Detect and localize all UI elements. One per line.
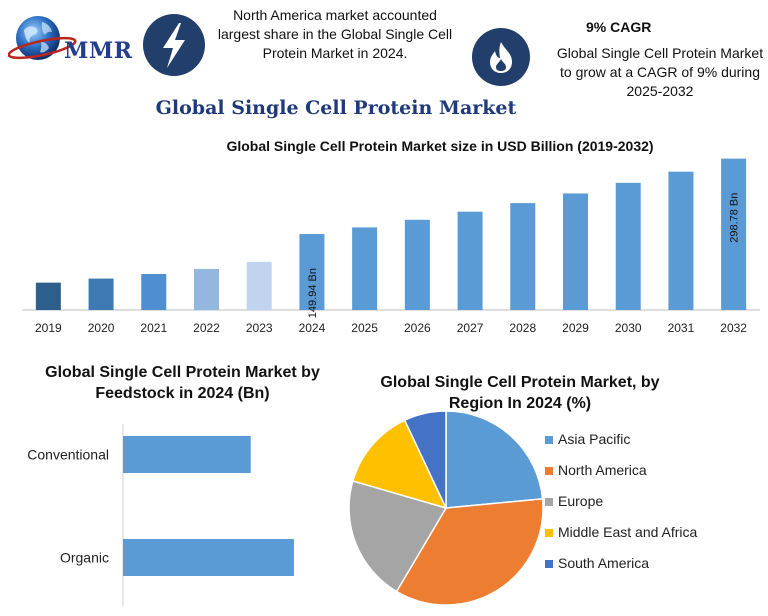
- bar-2026: [404, 219, 430, 310]
- bar-2031: [668, 171, 694, 310]
- slice-north-america: [395, 498, 544, 606]
- x-tick-2027: 2027: [457, 321, 484, 335]
- x-tick-2022: 2022: [193, 321, 220, 335]
- x-tick-2019: 2019: [35, 321, 62, 335]
- legend-label-south-america: South America: [558, 555, 649, 571]
- bar-2030: [615, 182, 641, 310]
- legend-label-asia-pacific: Asia Pacific: [558, 431, 630, 447]
- bar-2022: [194, 268, 219, 310]
- slice-south-america: [403, 410, 447, 509]
- bar-2021: [141, 274, 167, 310]
- bar-2025: [352, 227, 378, 310]
- bar-2027: [457, 211, 483, 310]
- legend-swatch-middle-east-and-africa: [545, 529, 553, 537]
- lightning-icon: [143, 14, 205, 76]
- cagr-title: 9% CAGR: [586, 19, 652, 35]
- bar-organic: [123, 539, 294, 576]
- x-tick-2029: 2029: [562, 321, 589, 335]
- info-north-america-share: North America market accounted largest s…: [217, 7, 453, 61]
- globe-icon: [7, 16, 77, 60]
- bar-chart-title: Global Single Cell Protein Market size i…: [226, 138, 654, 154]
- y-tick-organic: Organic: [60, 550, 109, 566]
- pie-chart-title: Global Single Cell Protein Market, by Re…: [380, 374, 660, 412]
- feedstock-bar-chart: Conventional Organic: [27, 424, 294, 606]
- x-tick-2032: 2032: [720, 321, 747, 335]
- data-label-2024: 149.94 Bn: [307, 268, 319, 318]
- legend-label-north-america: North America: [558, 462, 647, 478]
- legend-swatch-south-america: [545, 560, 553, 568]
- bar-2029: [563, 193, 588, 310]
- x-tick-2026: 2026: [404, 321, 431, 335]
- x-tick-2024: 2024: [299, 321, 326, 335]
- bar-2032: [721, 158, 747, 310]
- bar-conventional: [123, 436, 251, 473]
- cagr-description: Global Single Cell Protein Market to gro…: [556, 45, 764, 99]
- x-tick-2030: 2030: [615, 321, 642, 335]
- x-tick-2031: 2031: [668, 321, 695, 335]
- logo-text: MMR: [64, 38, 133, 64]
- bar-2023: [246, 261, 272, 310]
- legend-swatch-asia-pacific: [545, 436, 553, 444]
- x-tick-2021: 2021: [140, 321, 167, 335]
- market-size-bar-chart: 2019 2020 2021 2022 2023 2024 149.94 Bn 2025 202…: [22, 158, 760, 335]
- legend-swatch-north-america: [545, 467, 553, 475]
- page-title: Global Single Cell Protein Market: [155, 97, 517, 119]
- legend-swatch-europe: [545, 498, 553, 506]
- slice-europe: [348, 480, 448, 593]
- legend-label-middle-east-and-africa: Middle East and Africa: [558, 524, 698, 540]
- x-tick-2020: 2020: [88, 321, 115, 335]
- bar-2024: [299, 234, 325, 310]
- x-tick-2025: 2025: [351, 321, 378, 335]
- bar-2020: [88, 278, 114, 310]
- flame-icon: [472, 28, 530, 86]
- slice-middle-east-and-africa: [351, 419, 448, 510]
- data-label-2032: 298.78 Bn: [729, 193, 741, 243]
- region-pie-chart: Asia Pacific North America Europe Middle Ea…: [348, 410, 698, 606]
- y-tick-conventional: Conventional: [27, 447, 109, 463]
- x-tick-2023: 2023: [246, 321, 273, 335]
- x-tick-2028: 2028: [509, 321, 536, 335]
- bar-2028: [510, 203, 536, 310]
- legend-label-europe: Europe: [558, 493, 603, 509]
- mmr-logo: [7, 10, 138, 76]
- feedstock-chart-title: Global Single Cell Protein Market by Fee…: [45, 364, 320, 402]
- bar-2019: [35, 282, 61, 310]
- slice-asia-pacific: [445, 410, 544, 509]
